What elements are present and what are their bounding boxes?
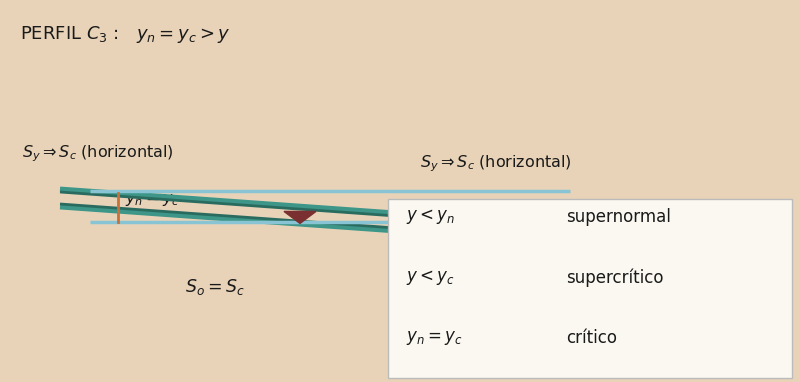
Text: $y < y_n$: $y < y_n$ [406,207,455,226]
FancyBboxPatch shape [388,199,792,378]
Text: $y_n = y_c$: $y_n = y_c$ [406,329,462,347]
Text: crítico: crítico [566,329,617,347]
Text: $S_y \Rightarrow S_c$ (horizontal): $S_y \Rightarrow S_c$ (horizontal) [22,144,174,164]
Text: $y$: $y$ [578,224,591,242]
Text: $y < y_c$: $y < y_c$ [406,268,454,287]
Text: supercrítico: supercrítico [566,268,663,286]
Text: $S_y \Rightarrow S_c$ (horizontal): $S_y \Rightarrow S_c$ (horizontal) [420,154,572,174]
Text: PERFIL $C_3$ :   $y_n = y_c > y$: PERFIL $C_3$ : $y_n = y_c > y$ [20,24,230,45]
Text: $S_o = S_c$: $S_o = S_c$ [185,277,245,297]
Text: $y_n = y_c$: $y_n = y_c$ [125,193,179,209]
Text: supernormal: supernormal [566,208,670,226]
Polygon shape [284,211,316,223]
